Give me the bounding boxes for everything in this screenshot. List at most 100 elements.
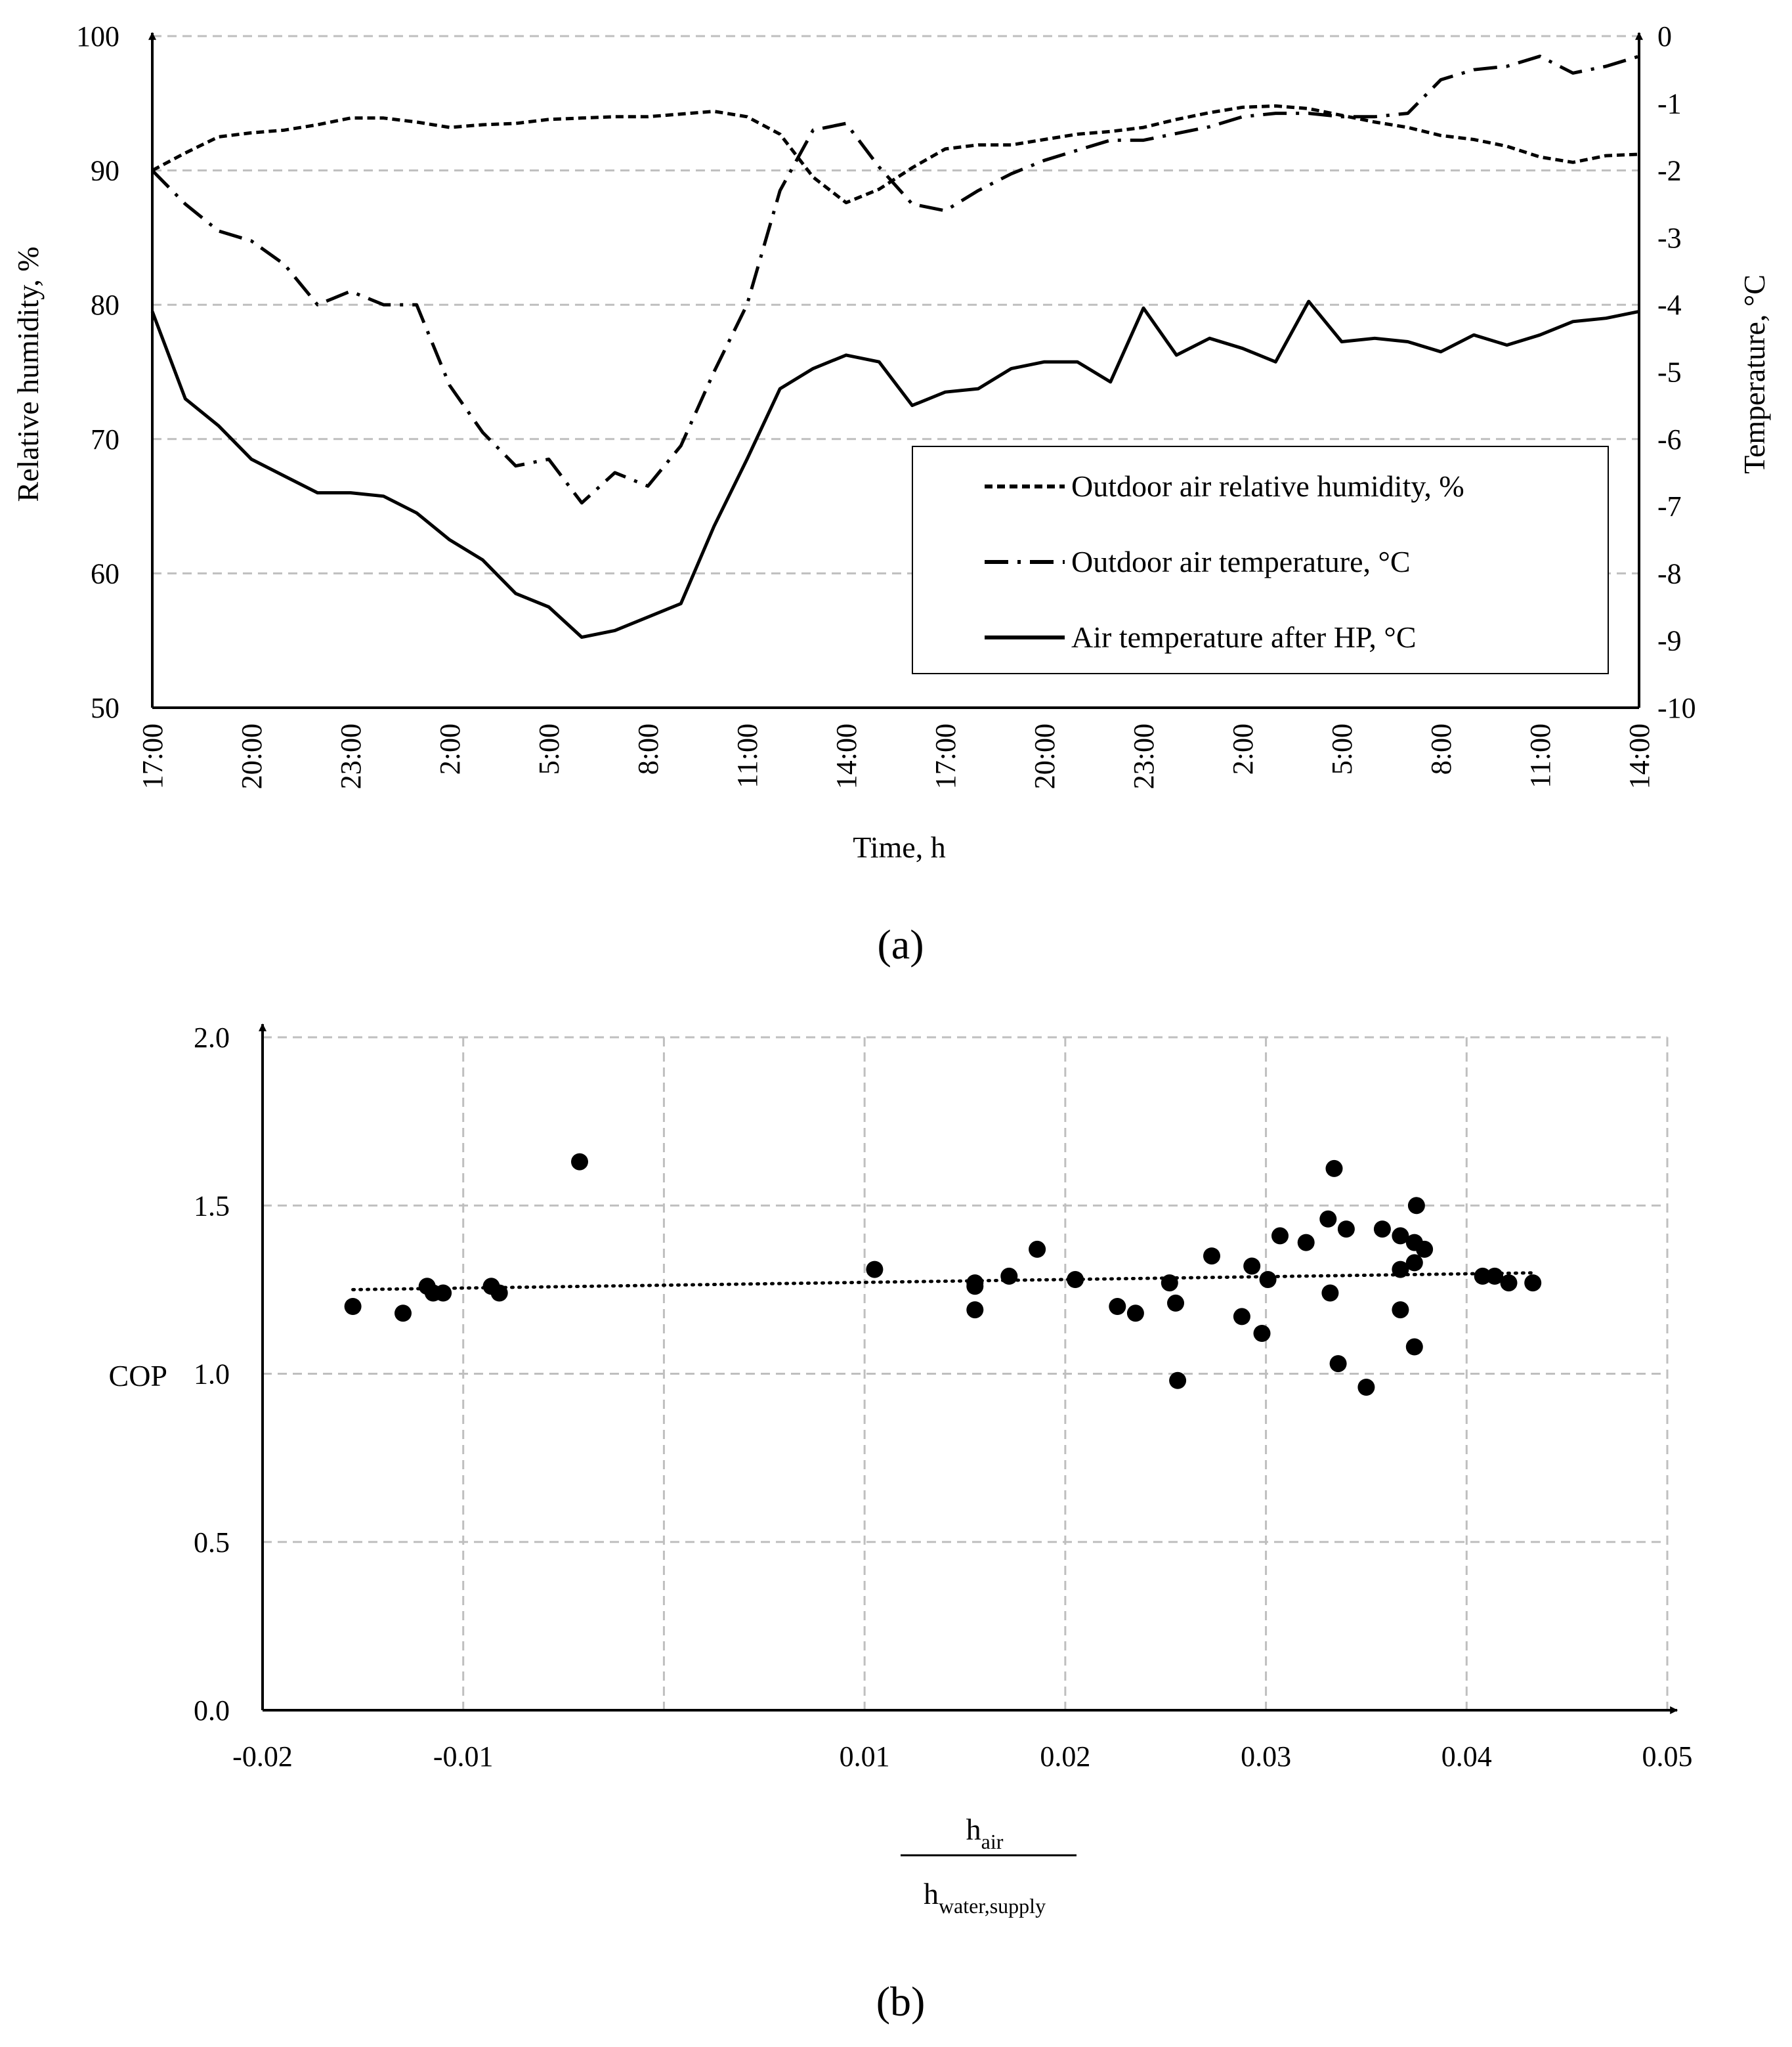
panel-b-axes <box>259 1023 1678 1714</box>
panel-a-tick-labels: 5060708090100-10-9-8-7-6-5-4-3-2-1017:00… <box>76 20 1696 789</box>
x-tick-label-4: 5:00 <box>533 723 565 775</box>
x-tick-label-0.01: 0.01 <box>840 1740 890 1773</box>
data-point-45 <box>1524 1274 1542 1292</box>
data-point-13 <box>1029 1240 1046 1258</box>
panel-a-right-axis-title: Temperature, °C <box>1738 274 1771 474</box>
panel-b-trendline <box>351 1271 1539 1291</box>
x-tick-label-9: 20:00 <box>1029 723 1061 789</box>
panel-b-gridlines <box>263 1036 1669 1710</box>
data-point-18 <box>1167 1294 1184 1312</box>
data-point-8 <box>866 1261 884 1278</box>
data-point-11 <box>966 1274 984 1292</box>
panel-a-left-axis-title: Relative humidity, % <box>11 246 45 502</box>
right-tick-label--8: -8 <box>1657 557 1682 590</box>
y-tick-label-1.5: 1.5 <box>194 1190 230 1222</box>
x-tick-label-14: 11:00 <box>1524 723 1556 788</box>
right-tick-label--1: -1 <box>1657 87 1682 119</box>
left-tick-label-90: 90 <box>91 155 119 187</box>
y-tick-label-0.5: 0.5 <box>194 1526 230 1559</box>
x-tick-label-0.02: 0.02 <box>1040 1740 1090 1773</box>
data-point-12 <box>1000 1267 1018 1285</box>
data-point-27 <box>1319 1210 1337 1228</box>
x-tick-label-12: 5:00 <box>1326 723 1358 775</box>
data-point-32 <box>1357 1379 1375 1396</box>
panel-b-y-axis-title: COP <box>109 1359 167 1392</box>
y-tick-label-2.0: 2.0 <box>194 1022 230 1054</box>
data-point-1 <box>395 1304 412 1322</box>
x-title-denominator-sub: water,supply <box>939 1894 1046 1918</box>
x-tick-label-8: 17:00 <box>929 723 962 789</box>
left-tick-label-100: 100 <box>76 20 119 53</box>
x-tick-label-0.04: 0.04 <box>1441 1740 1492 1773</box>
data-point-26 <box>1297 1234 1315 1251</box>
left-tick-label-60: 60 <box>91 557 119 590</box>
series-line-1 <box>151 54 1640 505</box>
panel-b-tick-labels: 0.0 0.5 1.0 1.5 2.0 -0.02 -0.01 0.01 0.02 0.03 0.0… <box>194 1022 1693 1773</box>
right-tick-label--3: -3 <box>1657 222 1682 254</box>
data-point-42 <box>1474 1267 1491 1285</box>
panel-a-x-axis-title: Time, h <box>853 830 945 864</box>
data-point-44 <box>1500 1274 1518 1292</box>
data-point-30 <box>1329 1355 1347 1373</box>
data-point-19 <box>1169 1371 1187 1389</box>
data-point-7 <box>571 1153 588 1171</box>
x-tick-label-13: 8:00 <box>1425 723 1457 775</box>
trendline <box>351 1271 1539 1291</box>
data-point-34 <box>1392 1227 1409 1245</box>
x-title-denominator: h <box>924 1877 939 1910</box>
right-tick-label--2: -2 <box>1657 155 1682 187</box>
x-tick-label-11: 2:00 <box>1227 723 1259 775</box>
data-point-33 <box>1373 1220 1391 1238</box>
right-tick-label--7: -7 <box>1657 490 1682 523</box>
data-point-4 <box>435 1284 452 1302</box>
series-line-0 <box>151 104 1640 205</box>
left-tick-label-80: 80 <box>91 289 119 321</box>
x-tick-label-5: 8:00 <box>632 723 664 775</box>
data-point-15 <box>1109 1298 1126 1315</box>
data-point-29 <box>1325 1159 1343 1177</box>
right-tick-label--6: -6 <box>1657 423 1682 456</box>
x-tick-label-1: 20:00 <box>236 723 268 789</box>
right-tick-label--5: -5 <box>1657 356 1682 389</box>
x-tick-label-2: 23:00 <box>335 723 367 789</box>
data-point-28 <box>1321 1284 1339 1302</box>
panel-b-scatter-chart: 0.0 0.5 1.0 1.5 2.0 -0.02 -0.01 0.01 0.02 0.03 0.0… <box>109 1022 1693 1918</box>
left-tick-label-50: 50 <box>91 692 119 724</box>
data-point-14 <box>1067 1271 1084 1288</box>
data-point-35 <box>1392 1261 1409 1278</box>
x-tick-label-3: 2:00 <box>434 723 466 775</box>
data-point-10 <box>966 1301 984 1319</box>
right-tick-label--10: -10 <box>1657 692 1696 724</box>
data-point-25 <box>1271 1227 1289 1245</box>
panel-a-line-chart: 5060708090100-10-9-8-7-6-5-4-3-2-1017:00… <box>11 20 1771 864</box>
x-tick-label-7: 14:00 <box>830 723 863 789</box>
data-point-6 <box>490 1284 508 1302</box>
left-tick-label-70: 70 <box>91 423 119 456</box>
right-tick-label--9: -9 <box>1657 625 1682 657</box>
data-point-24 <box>1259 1271 1277 1288</box>
x-tick-label-0.05: 0.05 <box>1642 1740 1693 1773</box>
data-point-40 <box>1407 1197 1425 1215</box>
data-point-41 <box>1416 1240 1434 1258</box>
x-tick-label-15: 14:00 <box>1623 723 1655 789</box>
legend-label-humidity: Outdoor air relative humidity, % <box>1071 469 1464 503</box>
x-tick-label--0.01: -0.01 <box>433 1740 494 1773</box>
data-point-39 <box>1405 1338 1423 1356</box>
panel-a-axes <box>148 32 1643 709</box>
caption-b: (b) <box>876 1978 926 2025</box>
data-point-23 <box>1253 1325 1271 1342</box>
data-point-16 <box>1126 1304 1144 1322</box>
series-line-2 <box>150 299 1640 639</box>
legend-label-hp-temperature: Air temperature after HP, °C <box>1071 620 1417 654</box>
x-title-numerator: h <box>966 1813 981 1846</box>
data-point-22 <box>1243 1257 1261 1275</box>
panel-a-legend: Outdoor air relative humidity, % Outdoor… <box>912 446 1609 674</box>
data-point-0 <box>344 1298 362 1315</box>
panel-b-points <box>344 1153 1542 1396</box>
caption-a: (a) <box>877 921 924 968</box>
data-point-38 <box>1405 1254 1423 1272</box>
data-point-21 <box>1233 1308 1250 1325</box>
x-tick-label-6: 11:00 <box>731 723 763 788</box>
panel-a-series <box>150 54 1640 639</box>
x-tick-label-10: 23:00 <box>1128 723 1160 789</box>
